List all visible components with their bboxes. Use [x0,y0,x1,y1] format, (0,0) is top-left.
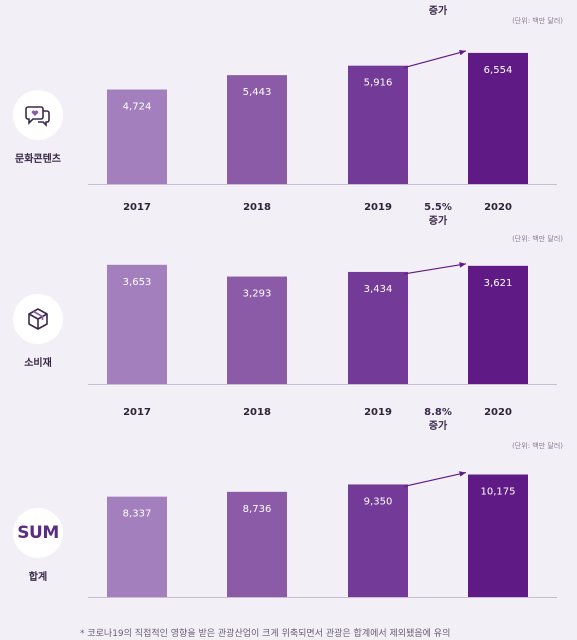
bar-value-label: 6,554 [484,65,513,76]
box-icon [13,294,63,344]
bar-2019 [348,65,408,184]
growth-rate-label: 10.8% [421,0,456,3]
bar-2017 [107,264,167,384]
x-tick-label: 2017 [123,407,151,418]
sum-icon: SUM [13,508,63,558]
x-tick-label: 2019 [364,407,392,418]
bar-value-label: 3,653 [123,277,152,288]
bar-chart-culture: 4,724 2017 5,443 2018 5,916 2019 6,554 2020 10.8… [88,0,557,185]
x-tick-label: 2018 [243,202,271,213]
growth-arrow-line [403,263,467,275]
growth-rate-label: 5.5% [424,202,452,213]
bar-value-label: 8,337 [123,509,152,520]
bar-value-label: 5,916 [364,78,393,89]
chart-panel-total: (단위: 백만 달러) SUM 합계 8,337 2017 8,736 2018 9,3… [0,407,577,625]
footnote: * 코로나19의 직접적인 영향을 받은 관광산업이 크게 위축되면서 관광은 … [80,629,451,639]
x-tick-label: 2020 [484,0,512,3]
bar-value-label: 4,724 [123,102,152,113]
bar-2017 [107,89,167,184]
growth-arrow-line [403,50,467,69]
bar-2018 [227,75,287,184]
x-tick-label: 2017 [123,0,151,3]
growth-arrow-head [459,471,466,477]
unit-label: (단위: 백만 달러) [512,442,563,450]
growth-arrow-head [459,49,466,56]
bar-2020 [468,52,528,184]
x-tick-label: 2019 [364,202,392,213]
bar-2018 [227,491,287,597]
x-tick-label: 2020 [484,202,512,213]
bar-value-label: 3,293 [243,289,272,300]
x-tick-label: 2018 [243,0,271,3]
bar-chart-total: 8,337 2017 8,736 2018 9,350 2019 10,175 2020 8.8… [88,407,557,598]
x-tick-label: 2018 [243,407,271,418]
growth-word-label: 증가 [429,214,448,227]
bar-2018 [227,276,287,384]
growth-word-label: 증가 [429,419,448,432]
x-tick-label: 2017 [123,202,151,213]
growth-word-label: 증가 [429,4,448,17]
growth-rate-label: 8.8% [424,407,452,418]
bar-value-label: 8,736 [243,504,272,515]
bar-2019 [348,271,408,384]
x-tick-label: 2020 [484,407,512,418]
section-label-culture: 문화콘텐츠 [15,154,61,165]
unit-label: (단위: 백만 달러) [512,235,563,243]
chart-panel-culture: (단위: 백만 달러) 문화콘텐츠 4,724 2017 5,443 2018 5,91… [0,0,577,210]
bar-2019 [348,484,408,597]
x-tick-label: 2019 [364,0,392,3]
unit-label: (단위: 백만 달러) [512,17,563,25]
bar-value-label: 3,621 [484,278,513,289]
bar-value-label: 9,350 [364,496,393,507]
bar-2020 [468,265,528,384]
chat-heart-icon [13,90,63,140]
bar-2017 [107,496,167,597]
bar-value-label: 3,434 [364,284,393,295]
section-label-consumer: 소비재 [24,358,52,369]
bar-value-label: 10,175 [481,487,516,498]
growth-arrow-line [403,471,467,488]
bar-2020 [468,474,528,597]
chart-panel-consumer: (단위: 백만 달러) 소비재 3,653 2017 3,293 2018 3,434 2… [0,202,577,415]
bar-value-label: 5,443 [243,87,272,98]
bar-chart-consumer: 3,653 2017 3,293 2018 3,434 2019 3,621 2020 5.5%… [88,202,557,385]
growth-arrow-head [459,262,466,268]
sum-icon-text: SUM [17,523,59,543]
section-label-total: 합계 [28,572,48,583]
